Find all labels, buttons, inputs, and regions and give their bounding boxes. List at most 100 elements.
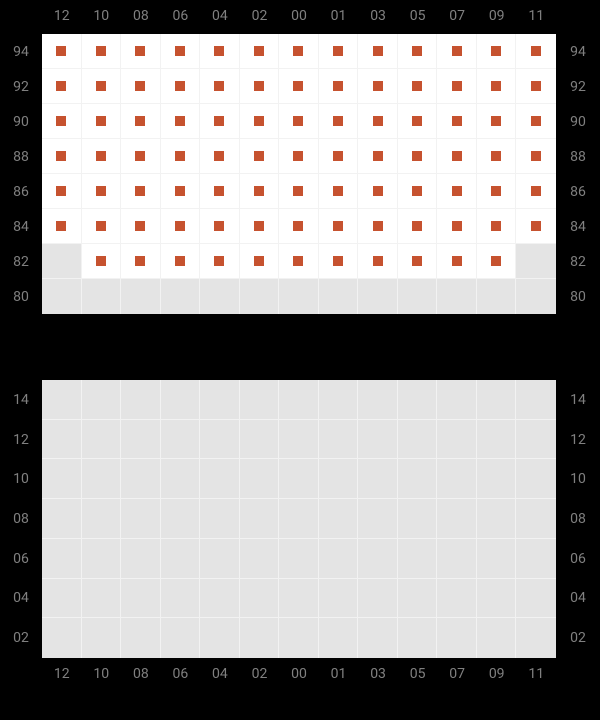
grid-cell[interactable] bbox=[161, 139, 201, 174]
grid-cell[interactable] bbox=[121, 244, 161, 279]
grid-cell[interactable] bbox=[82, 244, 122, 279]
grid-cell[interactable] bbox=[477, 104, 517, 139]
grid-cell bbox=[200, 539, 240, 579]
row-label-left: 06 bbox=[0, 539, 42, 579]
grid-cell[interactable] bbox=[240, 104, 280, 139]
grid-cell[interactable] bbox=[42, 104, 82, 139]
grid-cell[interactable] bbox=[358, 244, 398, 279]
grid-cell[interactable] bbox=[319, 69, 359, 104]
grid-cell[interactable] bbox=[398, 104, 438, 139]
grid-cell[interactable] bbox=[161, 104, 201, 139]
grid-cell[interactable] bbox=[477, 244, 517, 279]
grid-cell[interactable] bbox=[516, 174, 556, 209]
column-header: 08 bbox=[121, 666, 161, 682]
column-header: 01 bbox=[319, 8, 359, 24]
grid-cell bbox=[82, 279, 122, 314]
grid-cell[interactable] bbox=[121, 34, 161, 69]
grid-cell[interactable] bbox=[121, 209, 161, 244]
marker-icon bbox=[531, 186, 541, 196]
grid-cell[interactable] bbox=[477, 174, 517, 209]
grid-cell[interactable] bbox=[200, 34, 240, 69]
grid-cell[interactable] bbox=[358, 139, 398, 174]
grid-cell[interactable] bbox=[477, 139, 517, 174]
grid-cell[interactable] bbox=[477, 34, 517, 69]
grid-cell[interactable] bbox=[398, 174, 438, 209]
grid-cell[interactable] bbox=[358, 34, 398, 69]
grid-cell[interactable] bbox=[161, 34, 201, 69]
grid-cell[interactable] bbox=[121, 139, 161, 174]
grid-cell[interactable] bbox=[279, 209, 319, 244]
grid-cell[interactable] bbox=[437, 244, 477, 279]
grid-cell[interactable] bbox=[200, 69, 240, 104]
grid-cell[interactable] bbox=[161, 69, 201, 104]
grid-cell[interactable] bbox=[82, 34, 122, 69]
grid-cell[interactable] bbox=[437, 174, 477, 209]
grid-cell[interactable] bbox=[398, 139, 438, 174]
grid-cell[interactable] bbox=[437, 69, 477, 104]
grid-cell[interactable] bbox=[161, 244, 201, 279]
grid-cell[interactable] bbox=[279, 34, 319, 69]
grid-cell[interactable] bbox=[319, 244, 359, 279]
grid-cell[interactable] bbox=[319, 34, 359, 69]
grid-cell[interactable] bbox=[437, 209, 477, 244]
grid-cell[interactable] bbox=[319, 174, 359, 209]
grid-cell bbox=[161, 539, 201, 579]
grid-cell[interactable] bbox=[121, 69, 161, 104]
grid-cell[interactable] bbox=[200, 244, 240, 279]
grid-cell[interactable] bbox=[42, 69, 82, 104]
grid-cell[interactable] bbox=[437, 34, 477, 69]
grid-cell[interactable] bbox=[279, 104, 319, 139]
grid-cell[interactable] bbox=[398, 209, 438, 244]
grid-cell[interactable] bbox=[42, 139, 82, 174]
grid-cell bbox=[477, 279, 517, 314]
grid-cell[interactable] bbox=[358, 69, 398, 104]
grid-cell[interactable] bbox=[358, 104, 398, 139]
grid-cell[interactable] bbox=[240, 34, 280, 69]
grid-cell[interactable] bbox=[279, 244, 319, 279]
grid-cell[interactable] bbox=[319, 209, 359, 244]
grid-cell[interactable] bbox=[437, 139, 477, 174]
grid-cell[interactable] bbox=[398, 34, 438, 69]
grid-cell[interactable] bbox=[240, 139, 280, 174]
grid-cell[interactable] bbox=[121, 174, 161, 209]
grid-cell[interactable] bbox=[477, 69, 517, 104]
grid-cell[interactable] bbox=[161, 174, 201, 209]
grid-cell[interactable] bbox=[358, 174, 398, 209]
grid-cell[interactable] bbox=[42, 34, 82, 69]
grid-cell[interactable] bbox=[319, 104, 359, 139]
grid-cell[interactable] bbox=[516, 139, 556, 174]
grid-cell[interactable] bbox=[161, 209, 201, 244]
grid-cell[interactable] bbox=[200, 209, 240, 244]
grid-cell[interactable] bbox=[82, 69, 122, 104]
grid-cell[interactable] bbox=[200, 174, 240, 209]
grid-cell[interactable] bbox=[82, 139, 122, 174]
grid-cell[interactable] bbox=[200, 139, 240, 174]
grid-cell[interactable] bbox=[240, 209, 280, 244]
grid-cell[interactable] bbox=[319, 139, 359, 174]
grid-cell[interactable] bbox=[279, 69, 319, 104]
marker-icon bbox=[56, 151, 66, 161]
grid-cell[interactable] bbox=[398, 244, 438, 279]
grid-cell[interactable] bbox=[358, 209, 398, 244]
grid-cell[interactable] bbox=[240, 69, 280, 104]
grid-cell[interactable] bbox=[240, 174, 280, 209]
marker-icon bbox=[373, 221, 383, 231]
grid-cell[interactable] bbox=[516, 209, 556, 244]
grid-cell[interactable] bbox=[82, 104, 122, 139]
grid-cell[interactable] bbox=[516, 104, 556, 139]
grid-cell[interactable] bbox=[279, 139, 319, 174]
grid-cell[interactable] bbox=[516, 34, 556, 69]
grid-cell[interactable] bbox=[200, 104, 240, 139]
grid-cell[interactable] bbox=[121, 104, 161, 139]
grid-cell[interactable] bbox=[42, 174, 82, 209]
grid-cell[interactable] bbox=[279, 174, 319, 209]
marker-icon bbox=[254, 151, 264, 161]
grid-cell[interactable] bbox=[477, 209, 517, 244]
grid-cell[interactable] bbox=[82, 174, 122, 209]
grid-cell[interactable] bbox=[240, 244, 280, 279]
grid-cell[interactable] bbox=[42, 209, 82, 244]
grid-cell[interactable] bbox=[398, 69, 438, 104]
grid-cell[interactable] bbox=[516, 69, 556, 104]
grid-cell[interactable] bbox=[82, 209, 122, 244]
grid-cell[interactable] bbox=[437, 104, 477, 139]
